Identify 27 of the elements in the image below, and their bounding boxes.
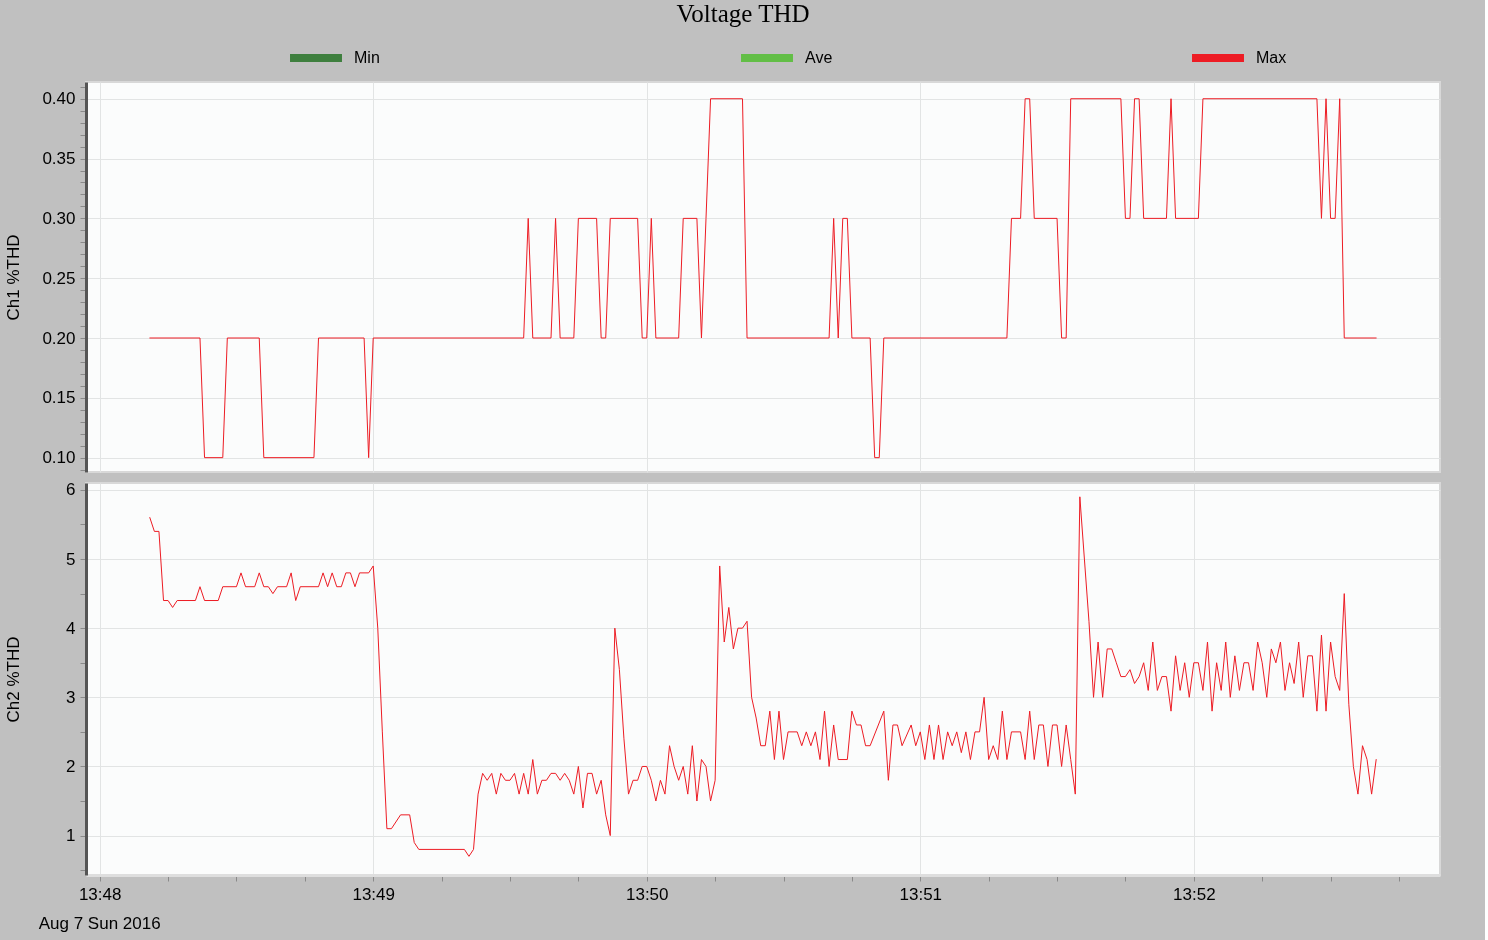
y-tick-label: 1	[66, 826, 76, 846]
x-tick-label: 13:49	[352, 884, 395, 904]
legend-label: Min	[354, 49, 380, 66]
x-tick-label: 13:50	[625, 884, 669, 904]
y-tick-label: 3	[66, 687, 76, 707]
text: Aug 7 Sun 2016	[38, 914, 161, 933]
y-tick-label: 6	[66, 480, 76, 500]
x-tick-label: 13:48	[78, 884, 122, 904]
y-tick-label: 0.10	[42, 448, 76, 468]
x-tick-label: 13:51	[899, 884, 943, 904]
y-tick-label: 0.20	[42, 328, 76, 348]
y-tick-label: 0.25	[42, 268, 76, 288]
line-series	[149, 496, 1377, 857]
y-tick-label: 0.40	[42, 89, 76, 109]
y-tick-label: 0.15	[42, 388, 76, 408]
y-tick-label: 4	[66, 618, 76, 638]
y-axis-title: Ch2 %THD	[3, 636, 23, 723]
x-tick-label: 13:52	[1173, 884, 1216, 904]
y-tick-label: 5	[66, 549, 76, 569]
y-tick-label: 2	[66, 756, 76, 776]
line-series	[149, 98, 1377, 459]
legend-label: Ave	[805, 49, 833, 66]
y-tick-label: 0.35	[42, 149, 76, 169]
chart-title: Voltage THD	[676, 0, 810, 27]
y-tick-label: 0.30	[42, 208, 76, 228]
legend-label: Max	[1256, 49, 1287, 66]
y-axis-title: Ch1 %THD	[3, 234, 23, 321]
